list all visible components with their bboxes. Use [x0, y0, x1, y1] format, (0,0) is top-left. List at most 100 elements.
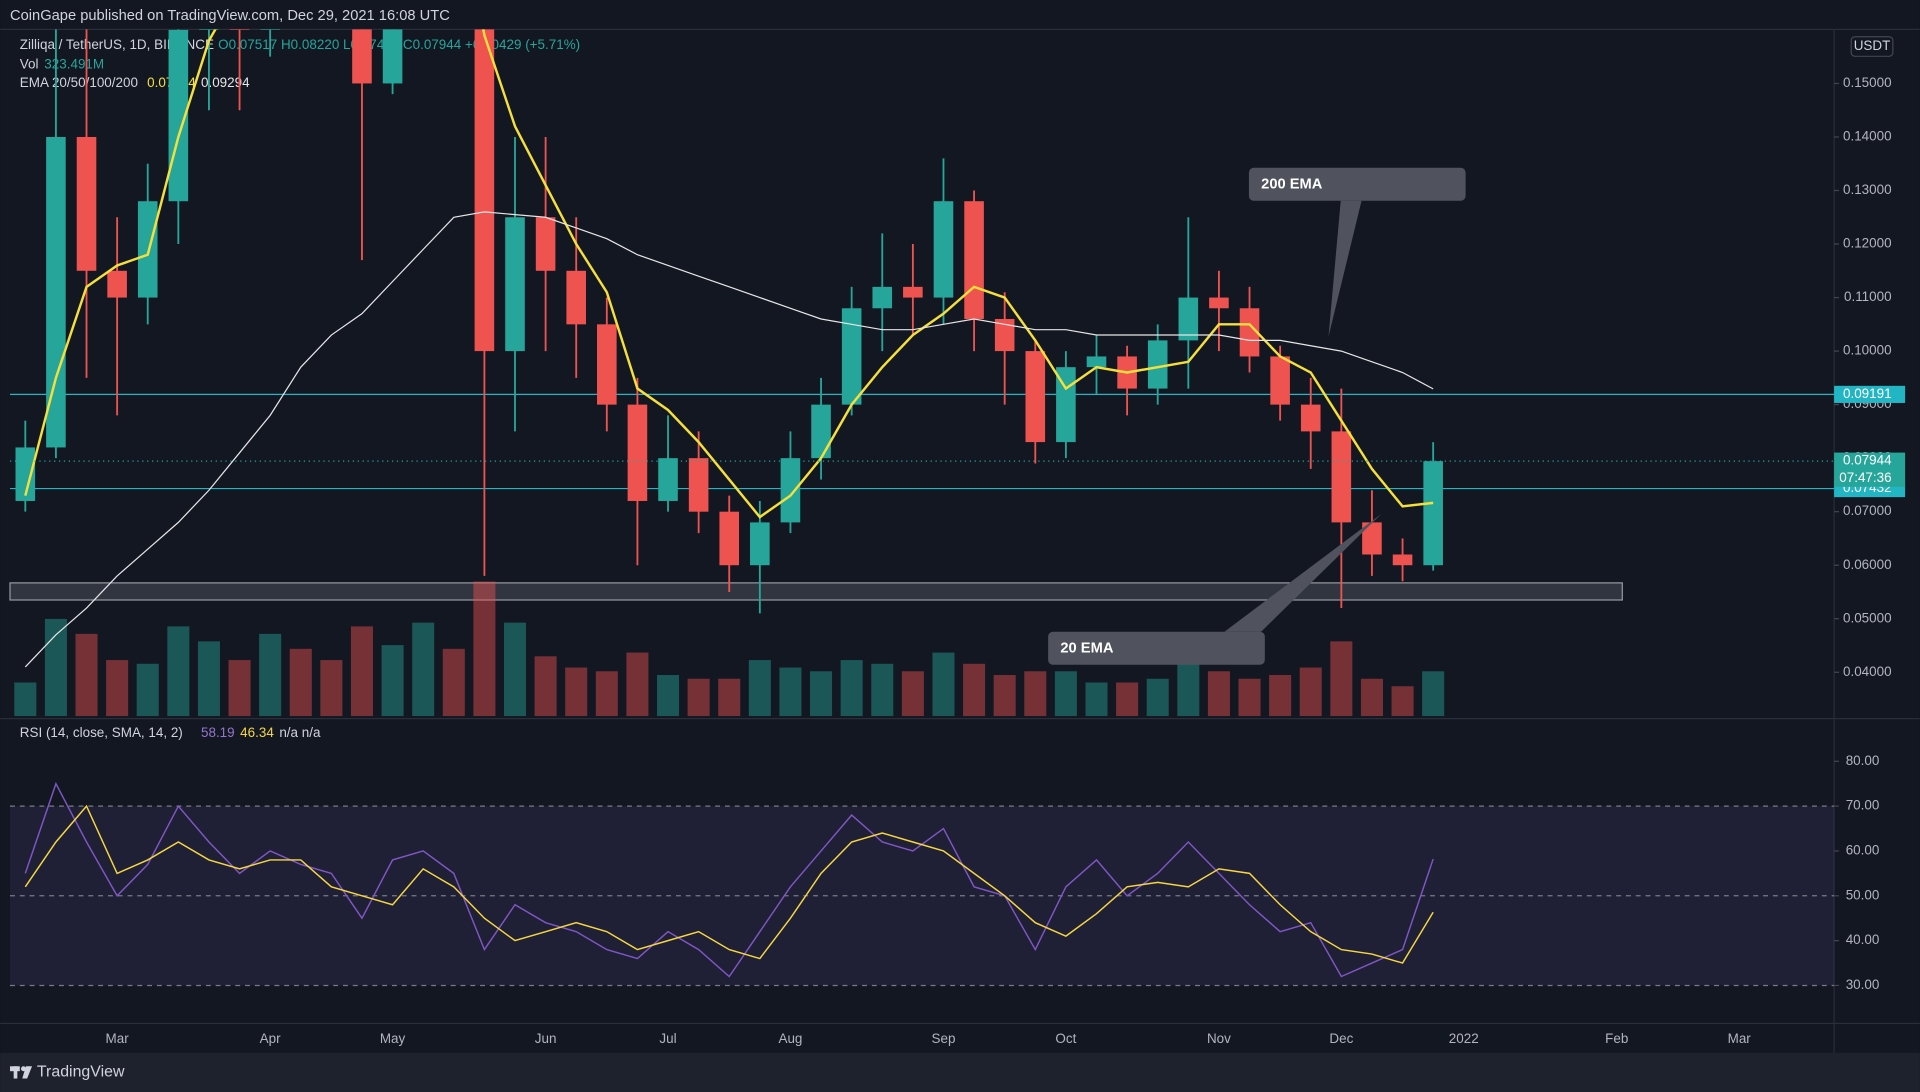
y-tick-label: 0.04000 — [1843, 664, 1892, 679]
volume-bar — [1360, 678, 1383, 717]
candle-body — [229, 29, 250, 30]
candle-body — [688, 458, 709, 512]
volume-bar — [595, 671, 618, 717]
y-tick-label: 60.00 — [1846, 843, 1880, 858]
volume-bar — [657, 675, 680, 717]
y-tick-label: 30.00 — [1846, 977, 1880, 992]
candle-body — [199, 29, 219, 30]
volume-bar — [1146, 678, 1169, 717]
support-zone — [9, 582, 1623, 601]
volume-bar — [932, 652, 955, 717]
candle-body — [780, 458, 801, 523]
candle-body — [933, 201, 954, 298]
volume-bar — [197, 641, 220, 717]
candle-body — [137, 201, 158, 298]
callout-pointer — [1328, 200, 1362, 337]
callout-box — [1048, 631, 1265, 665]
candle-body — [474, 29, 495, 352]
volume-bar — [1238, 678, 1261, 717]
x-tick-label: Nov — [1207, 1031, 1231, 1046]
y-tick-label: 0.10000 — [1843, 343, 1892, 358]
y-tick-label: 0.12000 — [1843, 236, 1892, 251]
candle-body — [597, 324, 617, 405]
volume-bar — [1177, 648, 1200, 717]
volume-bar — [626, 652, 649, 717]
volume-bar — [412, 622, 435, 717]
candle-body — [1025, 351, 1046, 443]
volume-bar — [44, 618, 67, 717]
volume-bar — [1422, 671, 1445, 717]
candle-body — [1239, 308, 1260, 357]
candle-body — [1209, 297, 1229, 309]
level-tag — [1834, 385, 1906, 403]
volume-bar — [871, 663, 894, 717]
level-label: 0.09191 — [1843, 386, 1892, 401]
currency-box — [1850, 36, 1894, 57]
ema-line — [24, 29, 1434, 519]
ema-line — [24, 211, 1434, 668]
candle-body — [872, 286, 893, 309]
x-tick-label: Jun — [535, 1031, 557, 1046]
y-tick-label: 70.00 — [1846, 798, 1880, 813]
candle-body — [1178, 297, 1199, 341]
volume-value: 323.491M — [44, 56, 104, 71]
volume-bar — [228, 660, 251, 717]
price-pane — [9, 29, 1835, 717]
volume-bar — [1299, 667, 1322, 717]
rsi-title: RSI (14, close, SMA, 14, 2) — [20, 725, 183, 740]
ema-label: EMA 20/50/100/200 — [20, 75, 138, 90]
y-tick-label: 0.13000 — [1843, 182, 1892, 197]
candle-body — [994, 318, 1015, 352]
y-tick-label: 0.06000 — [1843, 557, 1892, 572]
candle-body — [107, 270, 127, 298]
volume-bar — [289, 648, 312, 717]
volume-bar — [381, 645, 404, 717]
y-tick-label: 0.11000 — [1844, 289, 1892, 304]
volume-bar — [748, 660, 771, 717]
x-tick-label: Jul — [659, 1031, 676, 1046]
rsi-value: 58.19 — [201, 725, 235, 740]
volume-bar — [320, 660, 343, 717]
volume-bar — [901, 671, 924, 717]
candle-body — [1086, 356, 1107, 368]
x-tick-label: Mar — [106, 1031, 130, 1046]
volume-bar — [1116, 682, 1139, 717]
callout-text: 200 EMA — [1261, 177, 1323, 193]
volume-bar — [136, 663, 159, 717]
x-tick-label: Feb — [1605, 1031, 1628, 1046]
x-tick-label: May — [380, 1031, 406, 1046]
volume-bar — [350, 626, 373, 717]
volume-bar — [75, 633, 98, 717]
y-tick-label: 0.14000 — [1843, 129, 1892, 144]
currency: USDT — [1854, 38, 1891, 53]
candle-body — [658, 458, 678, 501]
volume-bar — [963, 663, 986, 717]
x-tick-label: 2022 — [1449, 1031, 1479, 1046]
countdown: 07:47:36 — [1839, 470, 1891, 485]
candle-body — [1362, 522, 1382, 555]
candle-body — [811, 404, 831, 459]
candle-body — [841, 308, 862, 405]
candle-body — [505, 217, 525, 352]
volume-bar — [1269, 675, 1292, 717]
volume-bar — [259, 633, 282, 717]
publisher: CoinGape published on TradingView.com, D… — [10, 8, 450, 24]
candle-body — [903, 286, 923, 298]
volume-bar — [810, 671, 833, 717]
x-tick-label: Aug — [778, 1031, 802, 1046]
symbol: Zilliqa / TetherUS, 1D, BINANCE — [20, 37, 214, 52]
rsi-na: n/a n/a — [279, 725, 321, 740]
candle-body — [1392, 554, 1413, 566]
volume-bar — [687, 678, 710, 717]
candle-body — [352, 29, 372, 84]
candle-body — [1300, 404, 1321, 432]
candle-body — [1270, 356, 1290, 405]
rsi-pane — [10, 781, 1835, 987]
x-tick-label: Sep — [932, 1031, 956, 1046]
y-tick-label: 40.00 — [1846, 932, 1880, 947]
x-tick-label: Oct — [1055, 1031, 1076, 1046]
volume-bar — [1054, 671, 1077, 717]
x-tick-label: Mar — [1728, 1031, 1752, 1046]
volume-bar — [1024, 671, 1047, 717]
